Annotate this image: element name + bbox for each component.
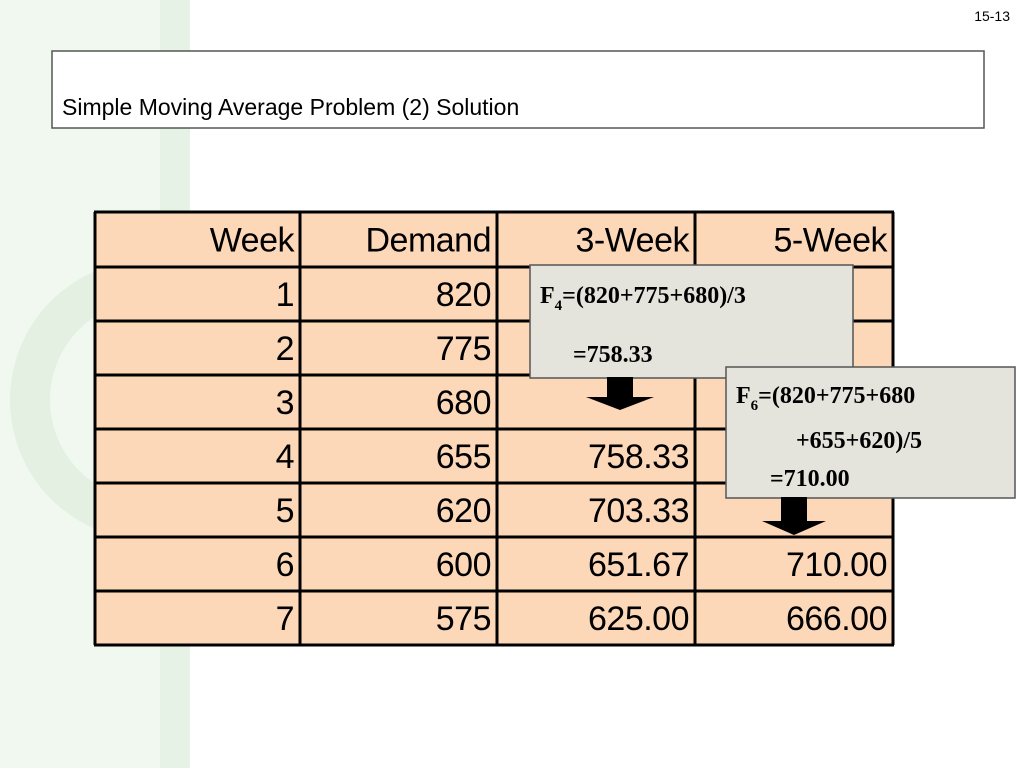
table-cell: 2 bbox=[276, 330, 294, 368]
table-cell: 620 bbox=[436, 492, 491, 530]
table-cell: 575 bbox=[436, 600, 491, 638]
arrow-head bbox=[762, 521, 826, 535]
header-cell: 3-Week bbox=[575, 222, 690, 260]
table-cell: 4 bbox=[276, 438, 294, 476]
arrow-head bbox=[586, 397, 654, 410]
title: Simple Moving Average Problem (2) Soluti… bbox=[62, 94, 519, 120]
arrow-shaft bbox=[607, 377, 633, 397]
table-cell: 6 bbox=[276, 546, 294, 584]
symbol: F bbox=[736, 383, 751, 409]
formula: =(820+775+680)/3 bbox=[562, 283, 746, 309]
header-cell: Demand bbox=[365, 222, 491, 260]
table-cell: 820 bbox=[436, 276, 491, 314]
title-box bbox=[51, 50, 985, 129]
callout-box bbox=[725, 366, 1016, 499]
symbol: F bbox=[540, 283, 555, 309]
callout-2: F6=(820+775+680 +655+620)/5 =710.00 bbox=[725, 366, 1016, 535]
table-cell: 758.33 bbox=[588, 438, 689, 476]
callout-formula: F4=(820+775+680)/3 bbox=[540, 283, 746, 314]
table-cell: 655 bbox=[436, 438, 491, 476]
arrow-shaft bbox=[781, 497, 807, 521]
page-number: 15-13 bbox=[974, 8, 1010, 24]
table-cell: 1 bbox=[276, 276, 294, 314]
header-cell: 5-Week bbox=[773, 222, 888, 260]
table-cell: 775 bbox=[436, 330, 491, 368]
formula: =(820+775+680 bbox=[758, 383, 915, 409]
table-cell: 600 bbox=[436, 546, 491, 584]
table-cell: 680 bbox=[436, 384, 491, 422]
callout-result: =710.00 bbox=[770, 466, 850, 492]
callout-formula: F6=(820+775+680 bbox=[736, 383, 915, 414]
callout-box bbox=[529, 264, 854, 379]
callout-formula-cont: +655+620)/5 bbox=[796, 428, 922, 454]
table-cell: 710.00 bbox=[786, 546, 887, 584]
header-cell: Week bbox=[210, 222, 296, 260]
table-cell: 666.00 bbox=[786, 600, 887, 638]
subscript: 6 bbox=[751, 398, 759, 414]
table-cell: 3 bbox=[276, 384, 294, 422]
callout-1: F4=(820+775+680)/3 =758.33 bbox=[529, 264, 854, 410]
table-cell: 7 bbox=[276, 600, 294, 638]
table-cell: 5 bbox=[276, 492, 294, 530]
subscript: 4 bbox=[555, 298, 563, 314]
table-cell: 703.33 bbox=[588, 492, 689, 530]
table-cell: 651.67 bbox=[588, 546, 689, 584]
table-cell: 625.00 bbox=[588, 600, 689, 638]
callout-result: =758.33 bbox=[573, 342, 653, 368]
